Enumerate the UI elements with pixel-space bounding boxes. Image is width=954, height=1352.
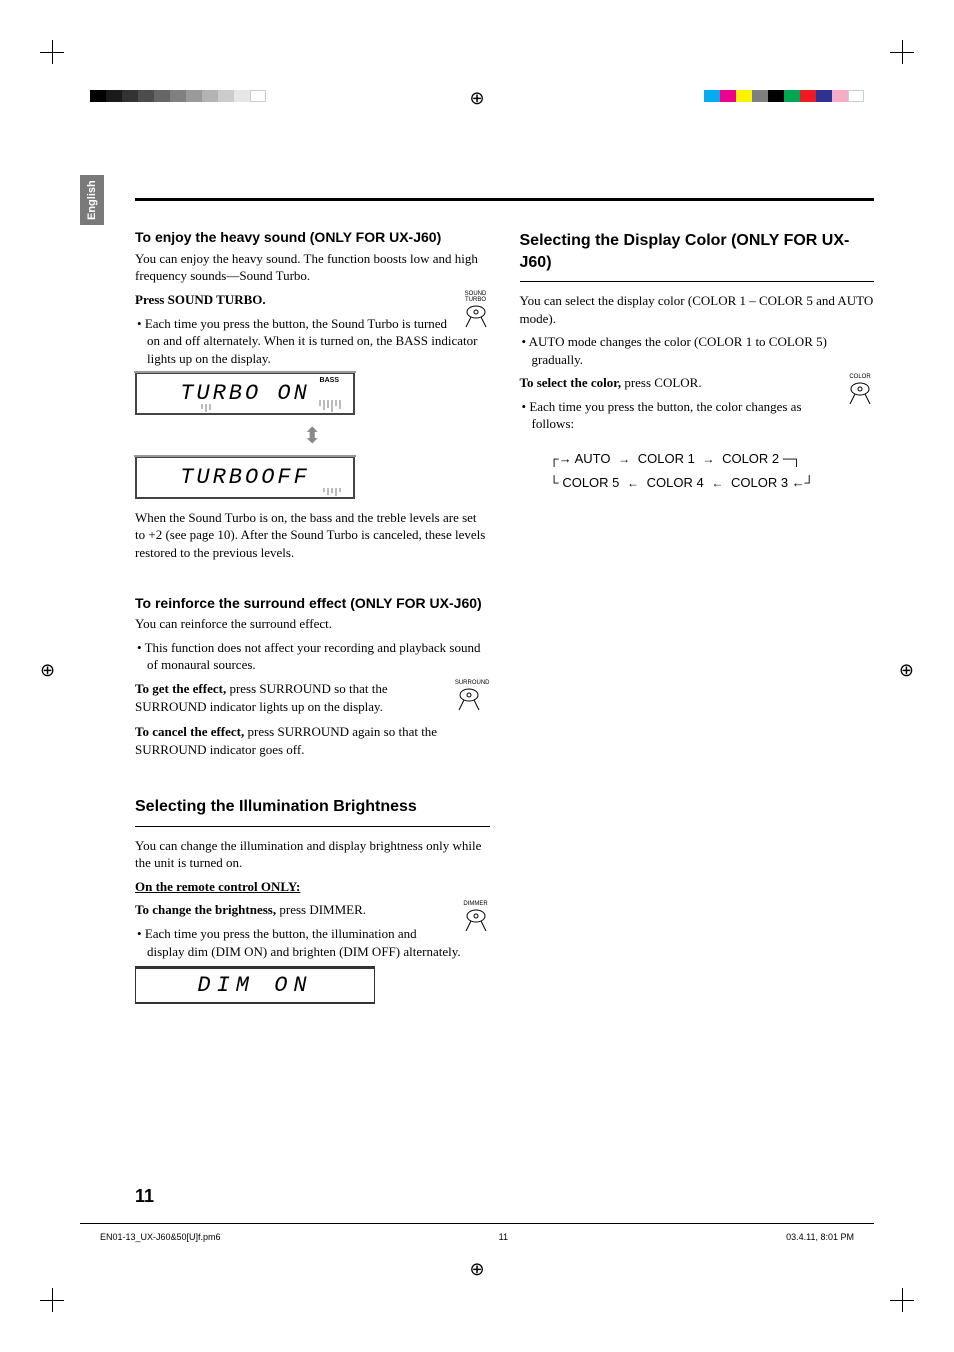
registration-cross-icon: ⊕ — [469, 1259, 484, 1280]
language-tab: English — [80, 175, 104, 225]
crop-mark — [40, 40, 64, 64]
horizontal-rule — [520, 281, 875, 282]
registration-strip-color — [704, 90, 864, 102]
body-text: You can enjoy the heavy sound. The funct… — [135, 250, 490, 285]
lcd-display-turbo-off: TURBOOFF — [135, 457, 355, 499]
bullet-text: AUTO mode changes the color (COLOR 1 to … — [520, 333, 875, 368]
surround-button-icon: SURROUND — [455, 680, 490, 714]
crop-mark — [890, 40, 914, 64]
body-text: To change the brightness, press DIMMER. — [135, 901, 490, 919]
page-number: 11 — [135, 1186, 154, 1207]
footer-datetime: 03.4.11, 8:01 PM — [786, 1232, 854, 1242]
bullet-text: This function does not affect your recor… — [135, 639, 490, 674]
body-text: To cancel the effect, press SURROUND aga… — [135, 723, 490, 758]
sound-turbo-button-icon: SOUND TURBO — [462, 291, 490, 331]
crop-mark — [890, 1288, 914, 1312]
registration-cross-icon: ⊕ — [899, 660, 914, 681]
bullet-text: Each time you press the button, the Soun… — [135, 315, 490, 368]
body-text: Press SOUND TURBO. — [135, 291, 490, 309]
body-text: When the Sound Turbo is on, the bass and… — [135, 509, 490, 562]
color-cycle-flow: ┌→ AUTO → COLOR 1 → COLOR 2 ─┐ └ COLOR 5… — [550, 447, 875, 494]
footer-filename: EN01-13_UX-J60&50[U]f.pm6 — [100, 1232, 221, 1242]
body-text: On the remote control ONLY: — [135, 878, 490, 896]
section-heading: To reinforce the surround effect (ONLY F… — [135, 594, 490, 613]
main-heading: Selecting the Display Color (ONLY FOR UX… — [520, 230, 875, 273]
footer-page: 11 — [499, 1232, 508, 1242]
bullet-text: Each time you press the button, the colo… — [520, 398, 875, 433]
horizontal-rule — [135, 826, 490, 827]
registration-cross-icon: ⊕ — [40, 660, 55, 681]
body-text: To select the color, press COLOR. — [520, 374, 875, 392]
lcd-text: DIM ON — [197, 971, 312, 1001]
lcd-text: TURBOOFF — [180, 463, 310, 493]
left-column: To enjoy the heavy sound (ONLY FOR UX-J6… — [135, 228, 490, 1010]
body-text: You can reinforce the surround effect. — [135, 615, 490, 633]
body-text: You can change the illumination and disp… — [135, 837, 490, 872]
dimmer-button-icon: DIMMER — [462, 901, 490, 935]
footer-rule — [80, 1223, 874, 1224]
up-down-arrow-icon: ⬍ — [135, 421, 490, 451]
horizontal-rule — [135, 198, 874, 201]
right-column: Selecting the Display Color (ONLY FOR UX… — [520, 228, 875, 1010]
lcd-text: TURBO ON — [180, 379, 310, 409]
color-button-icon: COLOR — [846, 374, 874, 408]
lcd-display-turbo-on: BASS TURBO ON — [135, 373, 355, 415]
body-text: To get the effect, press SURROUND so tha… — [135, 680, 490, 715]
crop-mark — [40, 1288, 64, 1312]
lcd-display-dim-on: DIM ON — [135, 966, 375, 1004]
registration-cross-icon: ⊕ — [469, 88, 484, 109]
main-heading: Selecting the Illumination Brightness — [135, 796, 490, 818]
section-heading: To enjoy the heavy sound (ONLY FOR UX-J6… — [135, 228, 490, 247]
bullet-text: Each time you press the button, the illu… — [135, 925, 490, 960]
lcd-bass-indicator: BASS — [320, 376, 339, 385]
body-text: You can select the display color (COLOR … — [520, 292, 875, 327]
footer: EN01-13_UX-J60&50[U]f.pm6 11 03.4.11, 8:… — [100, 1232, 854, 1242]
registration-strip-grayscale — [90, 90, 266, 102]
